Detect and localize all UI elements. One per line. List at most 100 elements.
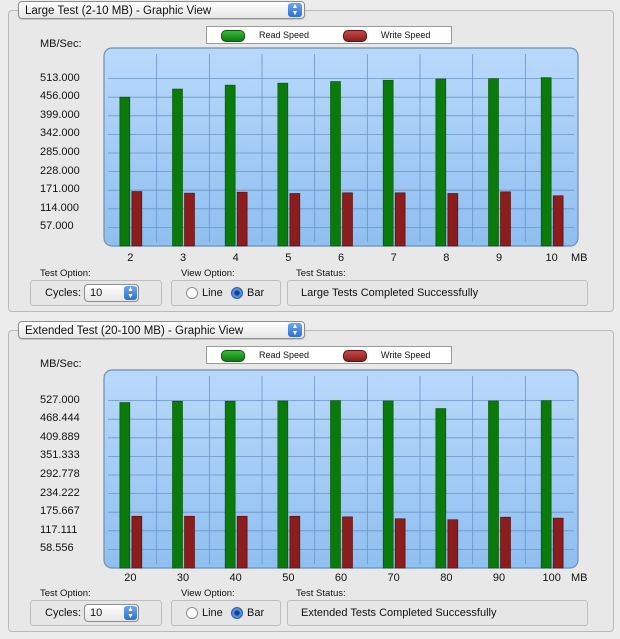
bar-radio[interactable] (231, 607, 243, 619)
x-tick-label: 7 (390, 252, 397, 264)
x-tick-label: 9 (495, 252, 503, 264)
read-speed-bar (277, 82, 289, 247)
cycles-select[interactable]: 10 ▲ ▼ (84, 284, 139, 302)
y-tick-label: 342.000 (40, 127, 80, 140)
y-tick-label: 57.000 (40, 220, 74, 233)
read-speed-bar (382, 400, 394, 569)
cycles-label: Cycles: (45, 607, 82, 619)
y-tick-label: 527.000 (40, 393, 80, 406)
write-swatch-icon (343, 30, 367, 42)
write-speed-bar (447, 193, 459, 247)
large-test-title: Large Test (2-10 MB) - Graphic View (25, 5, 212, 17)
y-tick-label: 228.000 (40, 164, 80, 177)
read-speed-bar (540, 400, 552, 569)
line-radio[interactable] (186, 287, 198, 299)
stepper-arrows-icon: ▲ ▼ (124, 606, 137, 620)
x-tick-label: 20 (124, 572, 137, 584)
write-speed-bar (552, 195, 564, 247)
x-tick-label: 10 (545, 252, 558, 264)
write-speed-bar (342, 192, 353, 247)
test-option-label: Test Option: (40, 588, 91, 599)
y-axis-unit: MB/Sec: (40, 358, 82, 370)
y-tick-label: 292.778 (40, 468, 80, 480)
test-status-label: Test Status: (296, 268, 346, 279)
cycles-value: 10 (90, 607, 103, 619)
x-tick-label: 80 (440, 572, 453, 584)
chart-plot (103, 369, 579, 569)
bar-radio-label: Bar (247, 607, 265, 619)
view-option-label: View Option: (181, 268, 235, 279)
read-speed-bar (172, 400, 183, 569)
x-axis-unit: MB (571, 572, 588, 584)
test-status-box (287, 280, 588, 306)
x-tick-label: 8 (443, 252, 450, 264)
cycles-label: Cycles: (45, 287, 82, 299)
legend-read-label: Read Speed (259, 350, 310, 360)
x-tick-label: 40 (229, 572, 242, 584)
popup-arrows-icon: ▲ ▼ (288, 323, 302, 337)
y-tick-label: 175.667 (40, 505, 80, 518)
read-speed-bar (277, 400, 289, 569)
read-speed-bar (540, 77, 552, 247)
cycles-select[interactable]: 10 ▲ ▼ (84, 604, 139, 622)
test-status-text: Extended Tests Completed Successfully (301, 607, 497, 619)
write-speed-bar (236, 191, 248, 247)
large-test-view-popup[interactable]: Large Test (2-10 MB) - Graphic View ▲ ▼ (18, 1, 305, 19)
line-radio[interactable] (186, 607, 198, 619)
y-tick-label: 399.000 (40, 108, 80, 121)
write-speed-bar (500, 191, 511, 247)
line-radio-label: Line (202, 607, 223, 619)
chart-legend: Read Speed Write Speed (206, 26, 452, 44)
read-swatch-icon (221, 350, 245, 362)
extended-test-view-popup[interactable]: Extended Test (20-100 MB) - Graphic View… (18, 321, 305, 339)
y-tick-label: 456.000 (40, 90, 80, 103)
write-speed-bar (500, 516, 511, 569)
y-axis-unit: MB/Sec: (40, 38, 82, 50)
write-speed-bar (289, 515, 301, 569)
line-radio-label: Line (202, 287, 223, 299)
read-speed-bar (119, 402, 131, 569)
y-tick-label: 58.556 (40, 542, 74, 555)
read-speed-bar (330, 81, 341, 247)
view-option-box (171, 280, 281, 306)
extended-test-section: Extended Test (20-100 MB) - Graphic View… (0, 320, 620, 639)
y-tick-label: 351.333 (40, 449, 80, 462)
write-speed-bar (184, 515, 195, 569)
view-option-label: View Option: (181, 588, 235, 599)
write-speed-bar (131, 515, 143, 569)
x-tick-label: 6 (337, 252, 345, 264)
large-test-section: Large Test (2-10 MB) - Graphic View ▲ ▼ R… (0, 0, 620, 319)
y-tick-label: 513.000 (40, 71, 80, 84)
read-speed-bar (488, 78, 499, 247)
y-tick-label: 117.111 (40, 523, 78, 536)
write-speed-bar (342, 516, 353, 569)
write-swatch-icon (343, 350, 367, 362)
y-tick-label: 285.000 (40, 146, 80, 158)
chart-plot (103, 47, 579, 247)
write-speed-bar (236, 515, 248, 569)
test-status-label: Test Status: (296, 588, 346, 599)
read-speed-bar (224, 400, 236, 569)
write-speed-bar (394, 518, 406, 569)
read-speed-bar (435, 408, 447, 569)
x-tick-label: 100 (542, 572, 561, 584)
cycles-value: 10 (90, 287, 103, 299)
x-tick-label: 2 (127, 252, 134, 264)
popup-arrows-icon: ▲ ▼ (288, 3, 302, 17)
x-tick-label: 3 (179, 252, 187, 264)
read-speed-bar (119, 96, 131, 247)
x-tick-label: 60 (334, 572, 348, 584)
read-speed-bar (435, 78, 447, 247)
read-speed-bar (224, 84, 236, 247)
extended-test-title: Extended Test (20-100 MB) - Graphic View (25, 325, 244, 337)
write-speed-bar (447, 519, 459, 569)
read-swatch-icon (221, 30, 245, 42)
test-status-box (287, 600, 588, 626)
test-option-label: Test Option: (40, 268, 91, 279)
bar-radio[interactable] (231, 287, 243, 299)
read-speed-bar (330, 400, 341, 569)
write-speed-bar (131, 191, 143, 247)
write-speed-bar (552, 517, 564, 569)
x-tick-label: 30 (176, 572, 190, 584)
legend-read-label: Read Speed (259, 30, 310, 40)
